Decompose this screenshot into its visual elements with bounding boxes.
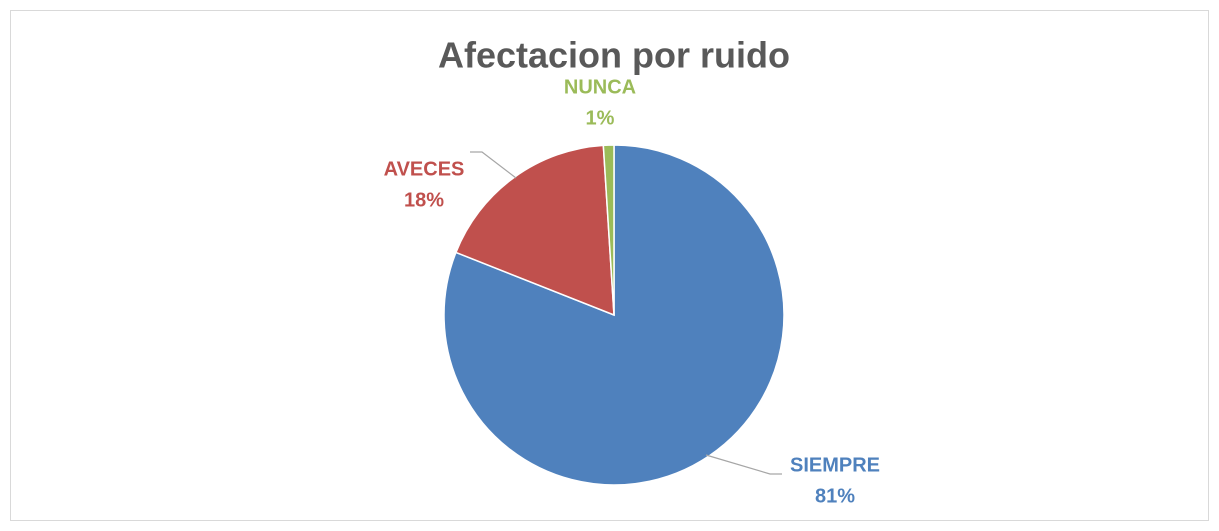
data-label-category: AVECES [384, 158, 465, 180]
leader-line [705, 454, 782, 475]
data-label-value: 1% [586, 107, 615, 129]
leader-line [470, 151, 517, 179]
pie-slice [454, 144, 615, 317]
data-label-value: 81% [815, 485, 855, 507]
data-label-value: 18% [404, 189, 444, 211]
chart-title: Afectacion por ruido [438, 35, 790, 76]
data-label-category: NUNCA [564, 76, 636, 98]
data-label-category: SIEMPRE [790, 454, 880, 476]
pie-slice [602, 144, 615, 316]
